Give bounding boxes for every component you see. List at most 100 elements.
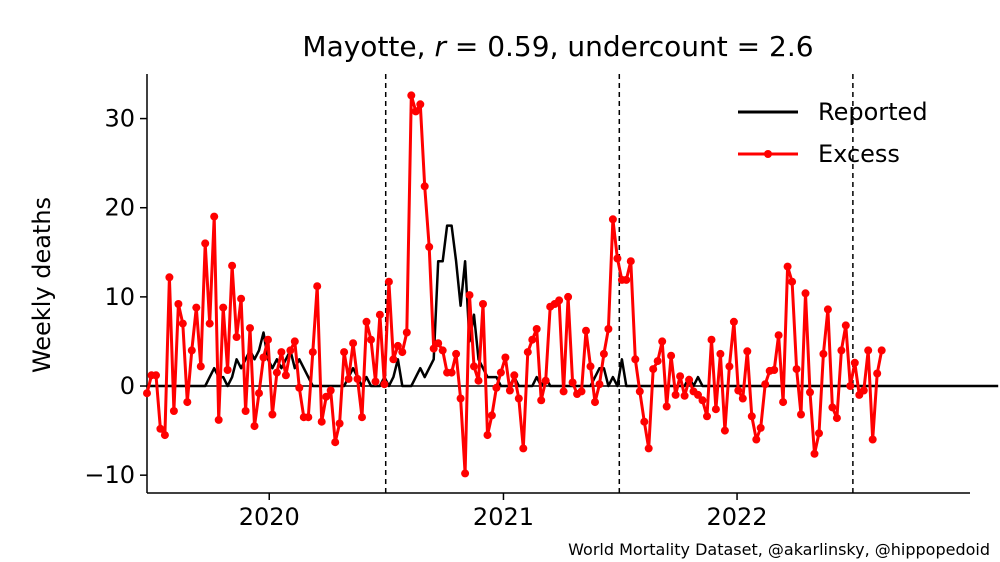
series-excess-point (487, 411, 496, 420)
series-excess-point (532, 325, 541, 333)
series-excess-point (241, 407, 250, 415)
series-excess-point (703, 412, 711, 421)
series-excess-point (810, 449, 819, 458)
series-excess-point (317, 417, 326, 426)
series-excess-point (425, 242, 434, 251)
series-excess-point (738, 394, 747, 403)
series-excess-point (653, 357, 662, 366)
series-excess-point (340, 348, 349, 357)
series-excess-point (160, 431, 169, 440)
series-excess-point (823, 305, 832, 314)
series-excess-point (393, 341, 402, 350)
legend-reported-label: Reported (818, 98, 928, 126)
series-excess-point (474, 376, 483, 385)
series-excess-point (152, 371, 160, 380)
series-excess-point (501, 353, 510, 362)
legend: Reported Excess (738, 98, 928, 168)
series-excess-point (720, 426, 729, 435)
series-excess-point (711, 405, 720, 414)
series-excess-point (452, 349, 461, 358)
series-excess-point (640, 417, 649, 426)
series-excess-point (349, 339, 358, 348)
legend-excess-label: Excess (818, 140, 900, 168)
series-excess-point (228, 261, 237, 270)
series-excess-point (770, 366, 779, 374)
series-excess-point (483, 431, 492, 440)
series-excess-point (631, 355, 640, 364)
series-excess-point (635, 387, 644, 396)
series-excess-point (411, 107, 420, 116)
series-excess-point (335, 419, 344, 428)
series-excess-point (178, 319, 187, 328)
series-excess-point (608, 215, 617, 224)
series-excess-point (272, 368, 281, 377)
series-excess-point (599, 349, 608, 358)
series-excess-point (797, 410, 805, 419)
series-excess-point (658, 337, 667, 346)
series-excess-point (456, 394, 465, 403)
series-excess-point (662, 402, 671, 411)
series-excess-point (613, 254, 622, 263)
series-excess-point (255, 389, 263, 398)
series-excess-point (873, 369, 882, 378)
x-tick-label: 2021 (473, 503, 534, 531)
series-excess-point (671, 390, 680, 399)
series-excess-point (322, 392, 331, 401)
x-tick-label: 2022 (707, 503, 768, 531)
series-excess-point (877, 346, 886, 355)
series-excess-point (806, 388, 814, 397)
series-excess-point (537, 396, 546, 405)
series-excess-point (416, 100, 425, 109)
y-tick-label: −10 (84, 461, 135, 489)
series-excess-point (801, 289, 810, 298)
series-excess-point (250, 422, 259, 431)
series-excess-point (246, 324, 254, 333)
series-excess-point (680, 391, 689, 400)
series-excess-point (344, 374, 353, 383)
series-excess-point (205, 319, 214, 328)
series-excess-point (626, 257, 635, 266)
series-excess-point (290, 337, 299, 346)
series-excess-point (819, 349, 828, 358)
series-excess-point (398, 348, 407, 357)
series-excess-point (237, 294, 246, 303)
series-excess-point (187, 346, 196, 355)
series-excess-point (676, 372, 685, 381)
y-tick-label: 0 (120, 372, 135, 400)
series-excess-point (568, 378, 577, 387)
series-excess-point (685, 375, 694, 384)
series-excess-point (564, 292, 573, 301)
series-excess-point (183, 398, 192, 407)
series-excess-point (788, 277, 797, 286)
y-tick-label: 30 (104, 105, 135, 133)
series-excess-point (192, 303, 201, 312)
series-excess-point (201, 239, 210, 248)
series-excess-point (281, 371, 290, 380)
series-excess-point (514, 394, 523, 403)
series-excess-point (358, 413, 366, 422)
series-excess-point (286, 346, 295, 355)
series-excess-point (747, 412, 756, 421)
series-excess-point (707, 335, 716, 344)
series-excess-point (259, 353, 268, 362)
series-excess-point (779, 398, 788, 407)
series-excess-point (295, 383, 304, 392)
series-excess-point (429, 344, 438, 353)
series-excess-point (367, 335, 375, 344)
series-excess-point (783, 262, 792, 271)
series-excess-point (223, 366, 232, 374)
x-tick-label: 2020 (239, 503, 300, 531)
series-excess-point (496, 368, 505, 377)
series-excess-point (837, 346, 846, 355)
series-excess-point (210, 212, 219, 221)
series-excess-point (156, 424, 165, 433)
series-excess-point (420, 182, 429, 191)
series-excess-point (447, 368, 456, 377)
series-excess-point (375, 310, 384, 319)
series-excess-point (313, 282, 322, 291)
series-excess-point (716, 349, 725, 358)
series-excess-point (389, 355, 398, 364)
series-excess-point (362, 317, 371, 326)
plot-area: −10 0 10 20 30 2020 2021 2022 (84, 74, 999, 531)
